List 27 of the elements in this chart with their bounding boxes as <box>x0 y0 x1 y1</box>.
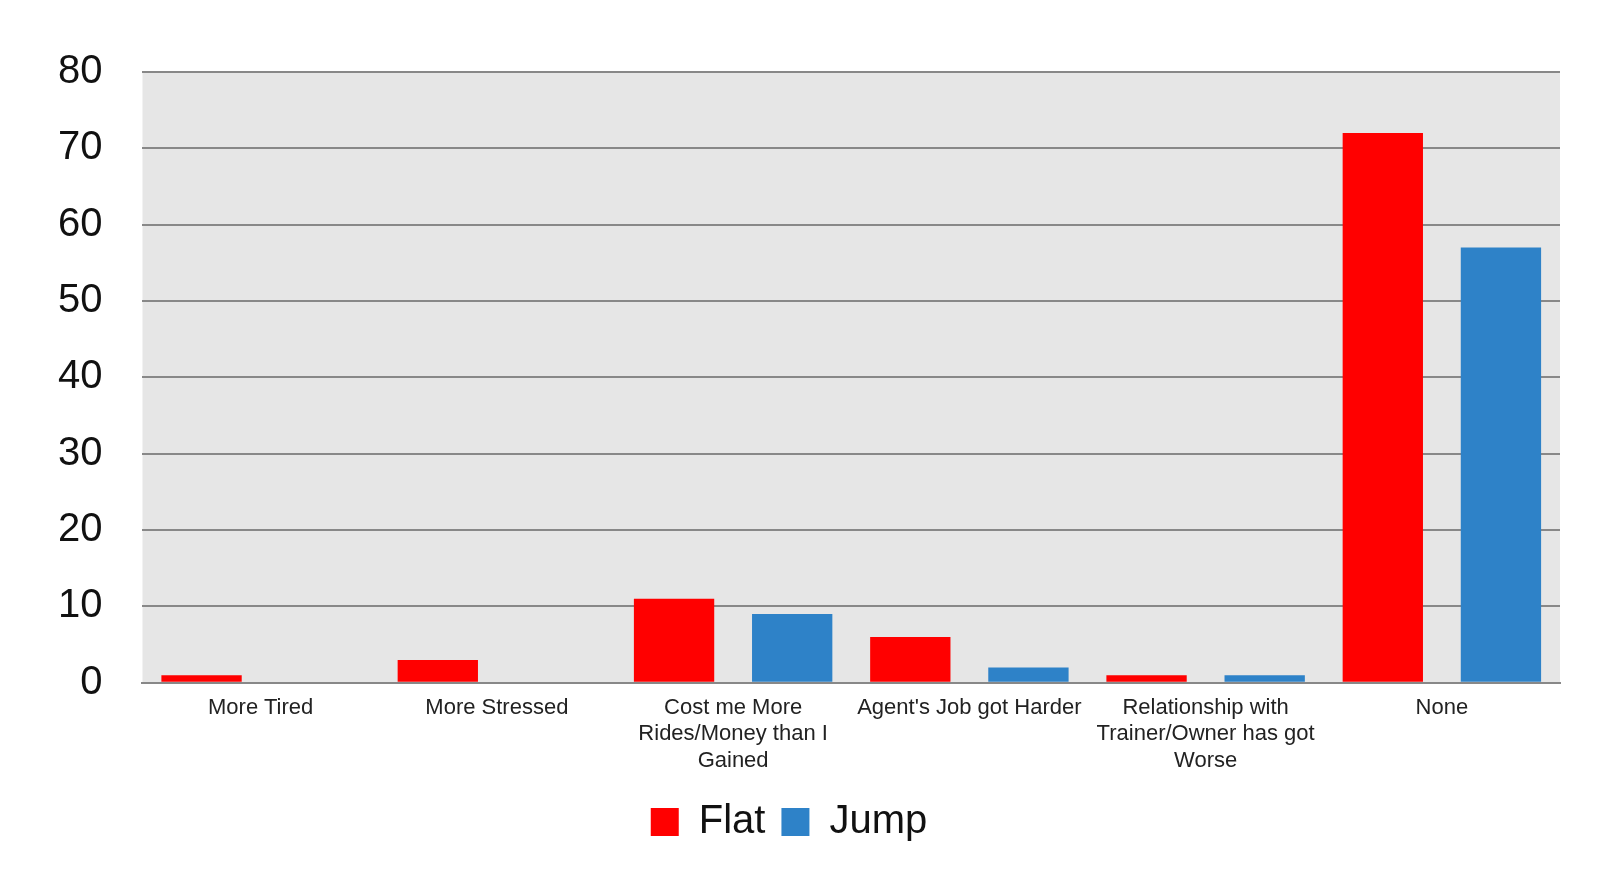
y-tick-label: 30 <box>57 428 103 473</box>
legend-label: Jump <box>829 797 928 842</box>
bar <box>1224 675 1305 682</box>
bar <box>397 659 478 682</box>
x-tick-label: Agent's Job got Harder <box>857 694 1082 720</box>
bar <box>1106 675 1187 682</box>
x-tick-label: None <box>1415 694 1469 720</box>
y-tick-label: 10 <box>57 581 103 626</box>
x-tick-label: More Tired <box>208 694 314 720</box>
y-tick-label: 20 <box>57 505 103 550</box>
bar <box>752 614 833 682</box>
y-tick-label: 70 <box>57 123 103 168</box>
y-tick-label: 40 <box>57 352 103 397</box>
bar <box>870 636 951 682</box>
bar <box>988 667 1069 682</box>
y-tick-label: 80 <box>57 47 103 92</box>
x-tick-label: Relationship with Trainer/Owner has got Worse <box>1096 694 1315 772</box>
y-tick-label: 0 <box>80 657 103 702</box>
bar <box>633 598 715 682</box>
legend-label: Flat <box>698 797 766 842</box>
bar <box>1342 133 1423 682</box>
y-tick-label: 50 <box>57 276 103 321</box>
bar <box>1460 247 1542 682</box>
x-tick-label: Cost me More Rides/Money than I Gained <box>638 694 828 772</box>
bar <box>161 675 242 682</box>
x-tick-label: More Stressed <box>425 694 569 720</box>
y-tick-label: 60 <box>57 199 103 244</box>
